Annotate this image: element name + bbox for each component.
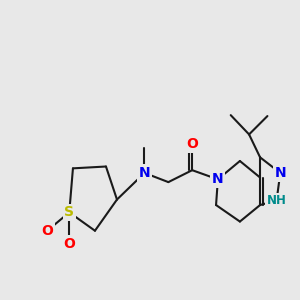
Text: O: O [186,137,198,152]
Text: N: N [212,172,224,186]
Text: NH: NH [267,194,286,207]
Text: N: N [139,166,150,180]
Text: N: N [274,166,286,180]
Text: S: S [64,206,74,219]
Text: O: O [41,224,53,238]
Text: O: O [63,237,75,250]
